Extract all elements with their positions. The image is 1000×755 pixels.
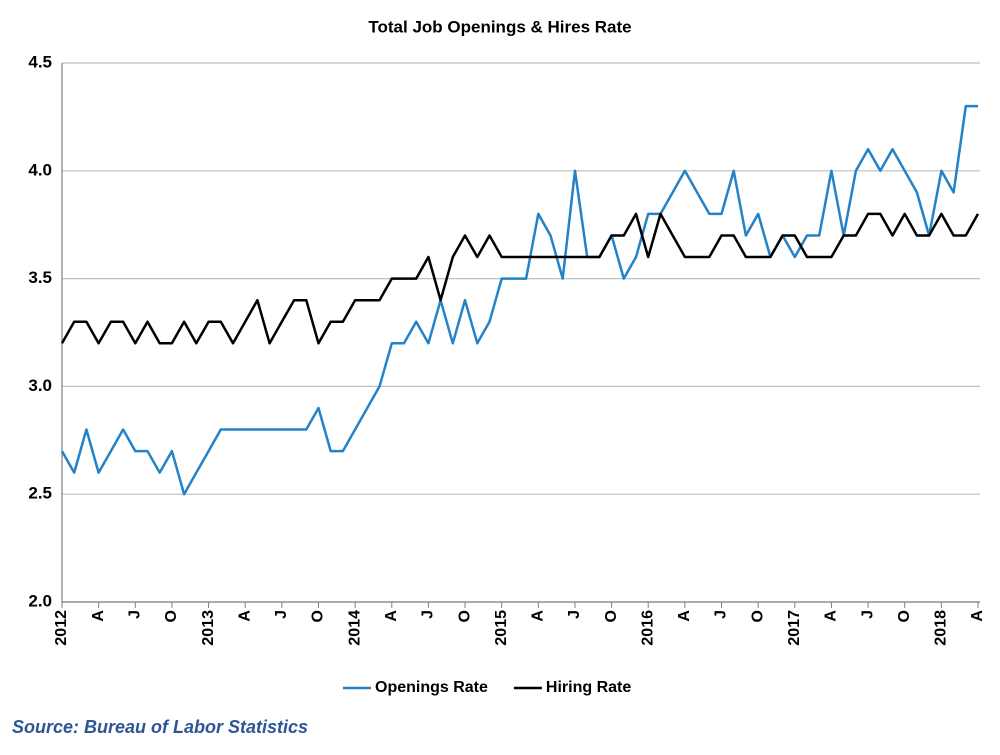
x-tick-label: O (603, 610, 620, 622)
x-tick-label: A (969, 610, 986, 622)
x-tick-label: O (310, 610, 327, 622)
legend-label: Openings Rate (375, 679, 488, 696)
x-tick-label: A (383, 610, 400, 622)
x-tick-label: J (126, 610, 143, 619)
x-tick-label: A (823, 610, 840, 622)
series-line (60, 104, 978, 496)
y-tick-label: 4.0 (28, 160, 52, 179)
legend-label: Hiring Rate (546, 679, 631, 696)
x-tick-label: 2018 (933, 610, 950, 646)
x-tick-label: A (676, 610, 693, 622)
x-tick-label: 2016 (639, 610, 656, 646)
y-tick-label: 2.5 (28, 484, 52, 503)
x-tick-label: J (859, 610, 876, 619)
x-tick-label: 2013 (200, 610, 217, 646)
x-tick-label: J (420, 610, 437, 619)
y-tick-label: 2.0 (28, 591, 52, 610)
x-tick-label: J (713, 610, 730, 619)
y-tick-label: 3.0 (28, 376, 52, 395)
x-tick-label: 2014 (346, 610, 363, 646)
chart-title: Total Job Openings & Hires Rate (368, 17, 631, 36)
x-tick-label: 2015 (493, 610, 510, 646)
y-tick-label: 4.5 (28, 52, 52, 71)
x-tick-label: 2012 (53, 610, 70, 646)
x-tick-label: J (566, 610, 583, 619)
x-tick-label: J (273, 610, 290, 619)
source-note: Source: Bureau of Labor Statistics (12, 717, 308, 737)
x-tick-label: O (163, 610, 180, 622)
x-tick-label: 2017 (786, 610, 803, 646)
x-tick-label: O (456, 610, 473, 622)
series-line (60, 212, 980, 345)
x-tick-label: A (90, 610, 107, 622)
y-tick-label: 3.5 (28, 268, 52, 287)
x-tick-label: A (236, 610, 253, 622)
x-tick-label: A (530, 610, 547, 622)
x-tick-label: O (896, 610, 913, 622)
x-tick-label: O (749, 610, 766, 622)
